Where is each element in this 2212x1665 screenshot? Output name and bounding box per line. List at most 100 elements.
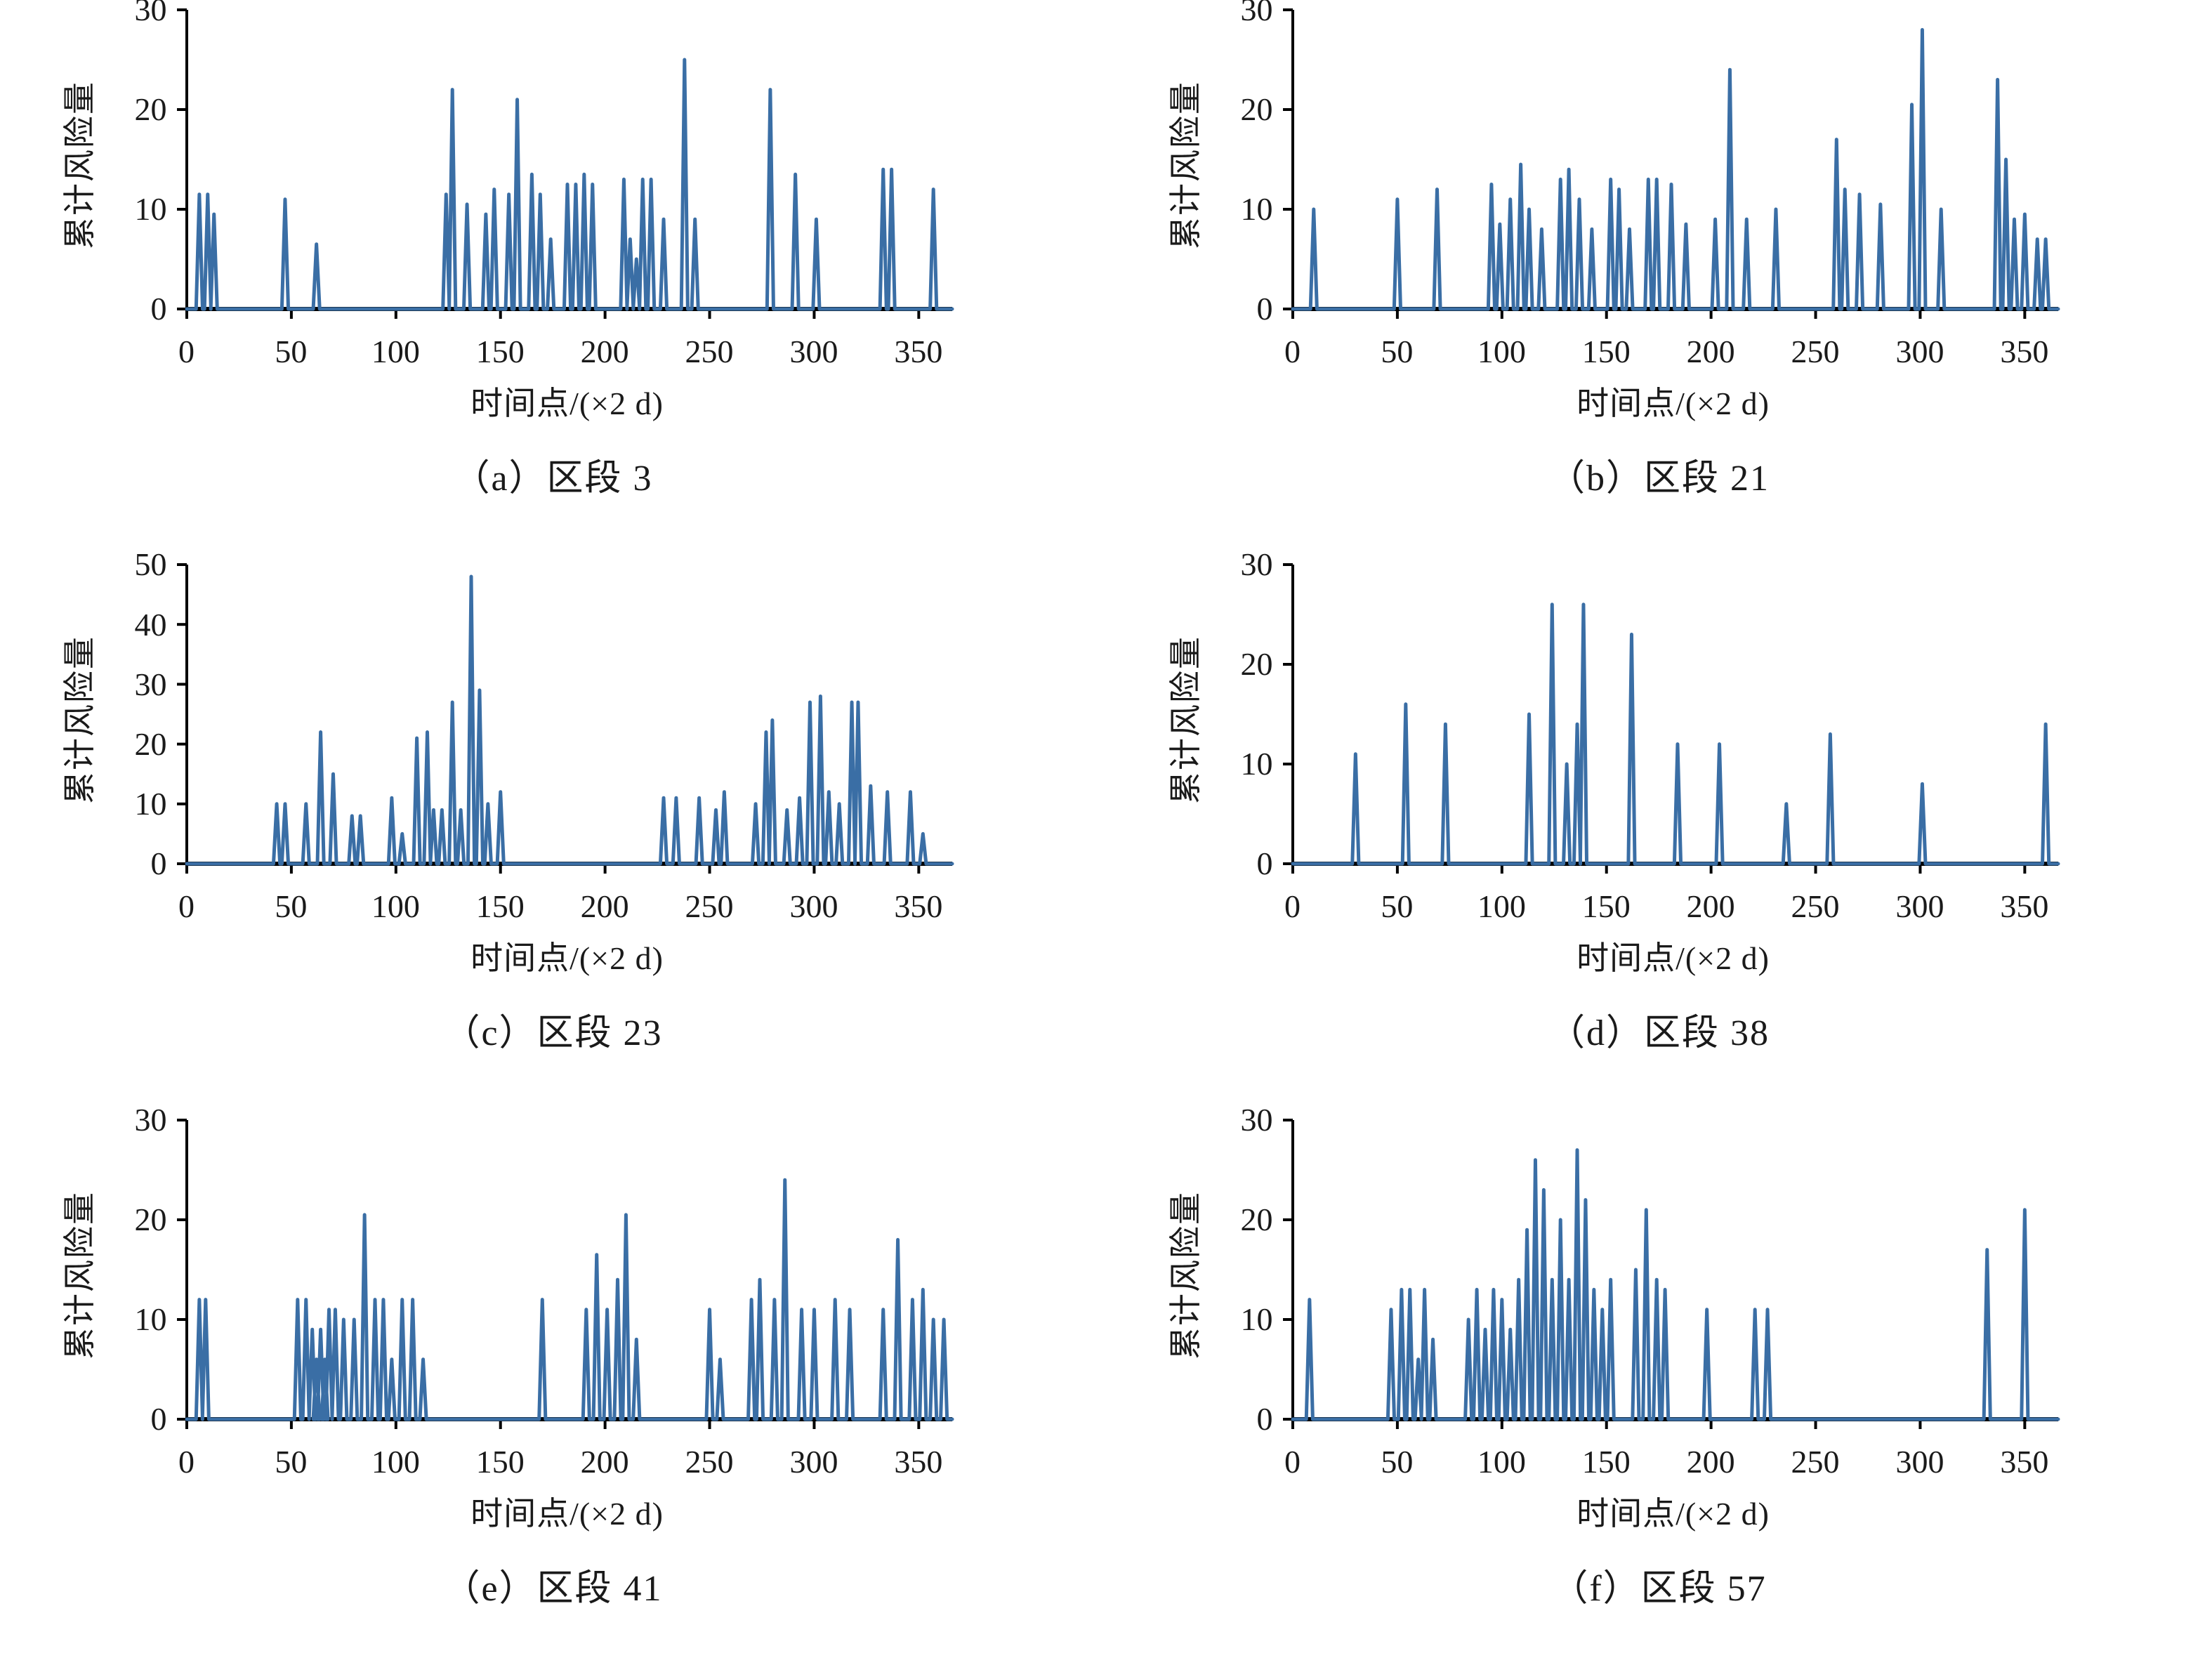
x-tick-label: 100 [371, 888, 420, 925]
x-tick-label: 250 [1791, 1443, 1840, 1480]
y-tick-label: 30 [1240, 1101, 1273, 1138]
plot-area-c: 累计风险量 0 10 20 30 40 50 [62, 548, 961, 885]
x-axis-title-e: 时间点/(×2 d) [470, 1495, 664, 1532]
y-tick-label: 0 [150, 845, 167, 882]
y-tick-label: 0 [1256, 845, 1273, 882]
x-tick-label: 200 [580, 888, 629, 925]
x-axis-title-f: 时间点/(×2 d) [1576, 1495, 1770, 1532]
x-tick-label: 150 [475, 888, 525, 925]
chart-panel-f: 累计风险量 0 10 20 30 0 50 100 150 200 250 300 350 时间点/… [1106, 1103, 2212, 1665]
y-tick-labels-a: 0 10 20 30 [90, 0, 167, 330]
x-tick-label: 150 [1581, 1443, 1631, 1480]
x-tick-label: 100 [371, 1443, 420, 1480]
x-tick-label: 0 [178, 888, 195, 925]
plot-area-e: 累计风险量 0 10 20 30 [62, 1103, 961, 1440]
y-tick-labels-e: 0 10 20 30 [90, 1103, 167, 1440]
y-tick-labels-b: 0 10 20 30 [1196, 0, 1273, 330]
panel-caption-a: （a）区段 3 [453, 459, 653, 499]
x-tick-label: 0 [178, 1443, 195, 1480]
x-tick-label: 350 [894, 334, 943, 369]
chart-panel-b: 累计风险量 0 10 20 30 0 50 100 150 200 250 300 350 时间点/… [1106, 0, 2212, 555]
plot-area-b: 累计风险量 0 10 20 30 [1168, 0, 2067, 330]
x-tick-label: 50 [1381, 1443, 1414, 1480]
x-tick-label: 0 [1284, 334, 1301, 369]
panel-caption-c: （c）区段 23 [443, 1013, 663, 1054]
chart-svg-d [1282, 563, 2060, 874]
y-tick-label: 0 [1256, 1400, 1273, 1437]
plot-area-a: 累计风险量 0 10 20 30 [62, 0, 961, 330]
y-tick-label: 30 [134, 0, 167, 27]
panel-caption-d: （d）区段 38 [1548, 1013, 1770, 1054]
y-tick-label: 30 [134, 1101, 167, 1138]
x-tick-label: 300 [1895, 1443, 1944, 1480]
y-tick-labels-d: 0 10 20 30 [1196, 548, 1273, 885]
y-tick-label: 30 [134, 666, 167, 702]
x-tick-labels-d: 0 50 100 150 200 250 300 350 [1280, 885, 2067, 928]
chart-svg-a [176, 8, 954, 319]
y-tick-label: 40 [134, 606, 167, 643]
chart-panel-d: 累计风险量 0 10 20 30 0 50 100 150 200 250 300 350 时间点/… [1106, 548, 2212, 1110]
y-tick-label: 30 [1240, 546, 1273, 583]
x-tick-label: 0 [178, 334, 195, 369]
chart-panel-e: 累计风险量 0 10 20 30 0 50 100 150 200 250 300 350 时间点/… [0, 1103, 1106, 1665]
x-tick-label: 350 [894, 1443, 943, 1480]
x-axis-title-c: 时间点/(×2 d) [470, 940, 664, 977]
y-tick-label: 0 [150, 1400, 167, 1437]
x-tick-label: 350 [2000, 334, 2049, 369]
y-tick-label: 10 [134, 786, 167, 822]
x-tick-label: 350 [2000, 888, 2049, 925]
chart-panel-c: 累计风险量 0 10 20 30 40 50 0 50 100 150 200 250 300 350 … [0, 548, 1106, 1110]
panel-caption-f: （f）区段 57 [1551, 1568, 1767, 1609]
x-tick-label: 300 [789, 334, 838, 369]
x-tick-label: 50 [275, 334, 308, 369]
chart-panel-a: 累计风险量 0 10 20 30 0 50 100 150 200 250 300 350 时间点/… [0, 0, 1106, 555]
x-tick-label: 0 [1284, 888, 1301, 925]
x-tick-label: 300 [789, 888, 838, 925]
x-tick-label: 50 [275, 888, 308, 925]
plot-area-f: 累计风险量 0 10 20 30 [1168, 1103, 2067, 1440]
x-tick-labels-c: 0 50 100 150 200 250 300 350 [174, 885, 961, 928]
x-tick-label: 250 [1791, 334, 1840, 369]
chart-svg-e [176, 1118, 954, 1429]
x-tick-label: 350 [2000, 1443, 2049, 1480]
x-tick-label: 50 [1381, 888, 1414, 925]
x-tick-label: 100 [371, 334, 420, 369]
x-tick-labels-a: 0 50 100 150 200 250 300 350 [174, 330, 961, 374]
x-tick-label: 300 [1895, 334, 1944, 369]
x-tick-label: 200 [1686, 888, 1735, 925]
y-tick-label: 20 [1240, 91, 1273, 127]
y-tick-label: 20 [1240, 1201, 1273, 1237]
y-tick-label: 10 [134, 191, 167, 227]
x-tick-label: 200 [1686, 334, 1735, 369]
x-tick-label: 100 [1477, 888, 1526, 925]
x-tick-label: 100 [1477, 334, 1526, 369]
x-tick-labels-f: 0 50 100 150 200 250 300 350 [1280, 1440, 2067, 1484]
y-tick-label: 10 [1240, 746, 1273, 782]
x-tick-label: 150 [1581, 334, 1631, 369]
y-tick-label: 10 [134, 1301, 167, 1337]
chart-svg-b [1282, 8, 2060, 319]
x-tick-label: 150 [1581, 888, 1631, 925]
x-tick-label: 300 [789, 1443, 838, 1480]
y-tick-label: 30 [1240, 0, 1273, 27]
y-tick-label: 20 [134, 1201, 167, 1237]
y-tick-labels-f: 0 10 20 30 [1196, 1103, 1273, 1440]
y-tick-label: 0 [150, 291, 167, 327]
x-tick-label: 250 [685, 888, 734, 925]
y-tick-label: 50 [134, 546, 167, 583]
y-tick-labels-c: 0 10 20 30 40 50 [90, 548, 167, 885]
x-tick-label: 200 [1686, 1443, 1735, 1480]
x-tick-label: 250 [685, 1443, 734, 1480]
x-tick-label: 250 [1791, 888, 1840, 925]
x-tick-label: 150 [475, 334, 525, 369]
x-tick-label: 200 [580, 1443, 629, 1480]
y-tick-label: 20 [134, 91, 167, 127]
chart-svg-f [1282, 1118, 2060, 1429]
x-tick-label: 150 [475, 1443, 525, 1480]
x-axis-title-d: 时间点/(×2 d) [1576, 940, 1770, 977]
panel-caption-e: （e）区段 41 [443, 1568, 663, 1609]
y-tick-label: 20 [134, 725, 167, 762]
x-tick-label: 50 [1381, 334, 1414, 369]
y-tick-label: 10 [1240, 1301, 1273, 1337]
